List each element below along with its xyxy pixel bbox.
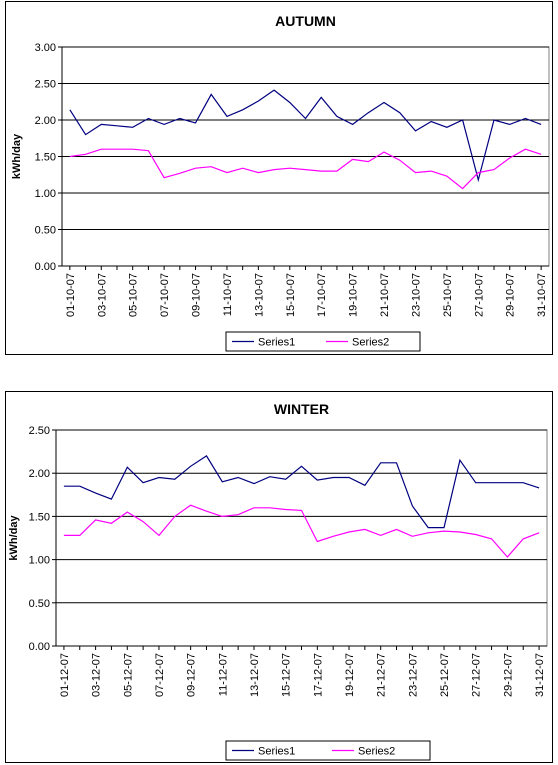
autumn-y-tick-label: 0.00: [35, 261, 56, 273]
winter-x-tick-label: 19-12-07: [344, 653, 356, 697]
autumn-x-tick-label: 03-10-07: [96, 273, 108, 317]
winter-y-tick-label: 1.00: [29, 555, 50, 567]
winter-y-tick-label: 2.00: [29, 468, 50, 480]
winter-legend-label-1: Series1: [258, 746, 295, 758]
autumn-x-tick-label: 11-10-07: [222, 273, 234, 316]
autumn-y-tick-label: 1.00: [35, 188, 56, 200]
autumn-x-tick-label: 31-10-07: [536, 273, 548, 317]
autumn-legend-label-2: Series2: [352, 337, 389, 349]
autumn-series-1-line: [69, 89, 542, 183]
winter-legend-box: [225, 740, 431, 761]
autumn-y-tick-label: 2.50: [35, 79, 56, 91]
autumn-x-tick-label: 05-10-07: [128, 273, 140, 317]
autumn-x-tick-label: 25-10-07: [442, 273, 454, 317]
winter-x-tick-label: 01-12-07: [59, 653, 71, 697]
autumn-x-tick-label: 09-10-07: [191, 273, 203, 317]
autumn-x-tick-label: 29-10-07: [505, 273, 517, 317]
winter-chart-svg: WINTER 0.00 0.50 1.00 1.50 2.00 2.50 kWh/day 01-…: [8, 401, 548, 761]
autumn-x-tick-label: 19-10-07: [348, 273, 360, 317]
winter-x-tick-label: 15-12-07: [281, 653, 293, 697]
winter-plot-area: [55, 429, 548, 647]
winter-x-tick-label: 25-12-07: [439, 653, 451, 697]
winter-x-tick-label: 05-12-07: [122, 653, 134, 697]
winter-x-tick-label: 27-12-07: [471, 653, 483, 697]
winter-x-tick-label: 13-12-07: [249, 653, 261, 697]
autumn-chart: AUTUMN 0.00 0.50 1.00 1.50 2.00 2.50 3.00 kWh/da…: [5, 1, 553, 355]
autumn-x-tick-label: 21-10-07: [379, 273, 391, 317]
autumn-chart-svg: AUTUMN 0.00 0.50 1.00 1.50 2.00 2.50 3.00 kWh/da…: [11, 13, 550, 352]
autumn-x-tick-label: 27-10-07: [473, 273, 485, 317]
autumn-x-tick-label: 17-10-07: [316, 273, 328, 317]
autumn-chart-title: AUTUMN: [275, 13, 336, 29]
winter-x-tick-label: 09-12-07: [186, 653, 198, 697]
winter-y-tick-label: 1.50: [29, 511, 50, 523]
winter-legend: Series1 Series2: [225, 740, 431, 761]
winter-x-tick-label: 07-12-07: [154, 653, 166, 697]
autumn-legend-box: [225, 331, 421, 352]
winter-x-tick-label: 23-12-07: [407, 653, 419, 697]
winter-y-tick-label: 2.50: [29, 425, 50, 437]
winter-legend-label-2: Series2: [358, 746, 395, 758]
autumn-y-tick-label: 0.50: [35, 225, 56, 237]
autumn-x-tick-label: 07-10-07: [159, 273, 171, 317]
winter-y-axis-label: kWh/day: [8, 515, 20, 561]
autumn-y-axis-label: kWh/day: [11, 133, 23, 179]
winter-y-tick-label: 0.00: [29, 641, 50, 653]
autumn-legend-label-1: Series1: [258, 337, 295, 349]
winter-x-tick-label: 21-12-07: [376, 653, 388, 697]
autumn-x-tick-label: 15-10-07: [285, 273, 297, 317]
autumn-y-tick-label: 2.00: [35, 115, 56, 127]
winter-x-tick-label: 29-12-07: [502, 653, 514, 697]
winter-x-tick-label: 11-12-07: [217, 653, 229, 696]
winter-x-tick-label: 31-12-07: [534, 653, 546, 697]
autumn-y-tick-label: 1.50: [35, 152, 56, 164]
autumn-x-tick-label: 23-10-07: [410, 273, 422, 317]
autumn-x-tick-label: 13-10-07: [253, 273, 265, 317]
winter-chart: WINTER 0.00 0.50 1.00 1.50 2.00 2.50 kWh/day 01-…: [5, 391, 553, 763]
winter-series-2-line: [63, 504, 540, 558]
autumn-x-tick-label: 01-10-07: [65, 273, 77, 317]
winter-x-tick-label: 03-12-07: [91, 653, 103, 697]
winter-x-tick-label: 17-12-07: [312, 653, 324, 697]
autumn-legend: Series1 Series2: [225, 331, 421, 352]
winter-y-tick-label: 0.50: [29, 598, 50, 610]
autumn-series-2-line: [69, 148, 542, 190]
winter-chart-title: WINTER: [274, 401, 329, 417]
autumn-y-tick-label: 3.00: [35, 42, 56, 54]
winter-series-1-line: [63, 455, 540, 529]
